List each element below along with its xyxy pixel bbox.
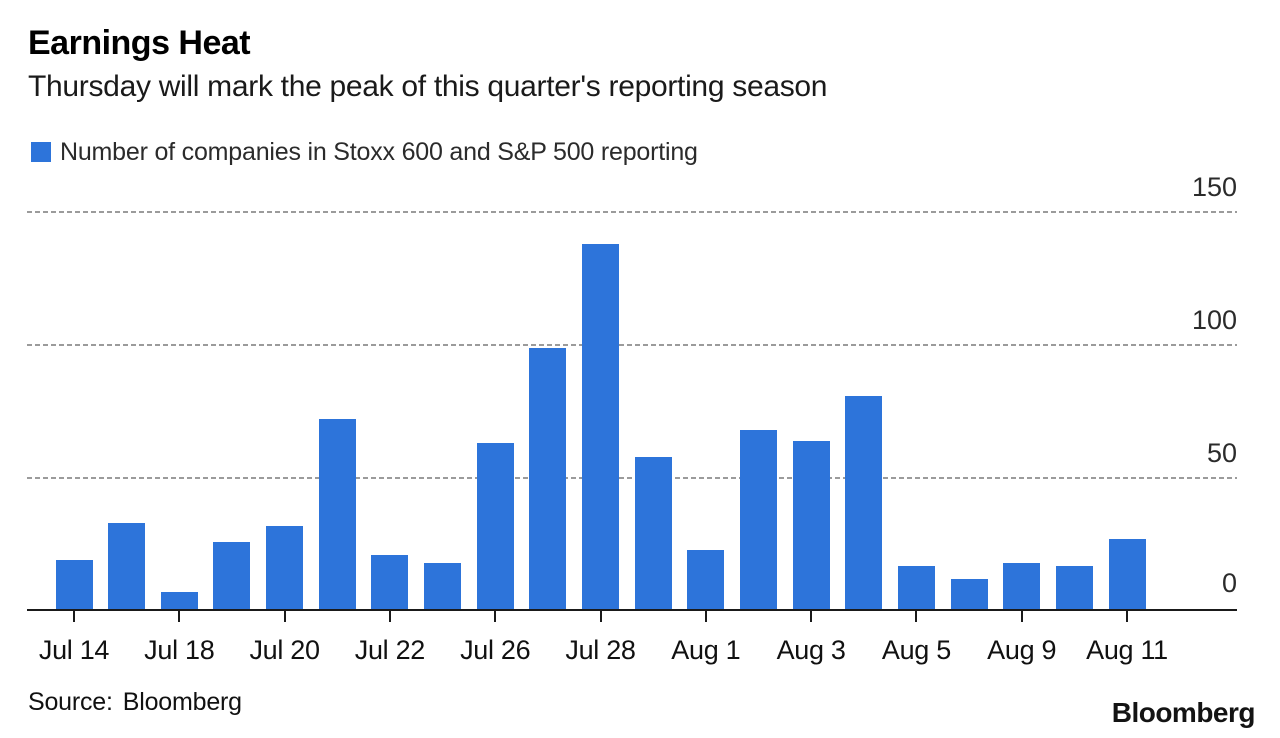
x-axis-line [27, 608, 1237, 611]
bar-aug-8 [950, 579, 988, 611]
x-axis-tick [1020, 611, 1023, 622]
x-axis-tick [73, 611, 75, 622]
bar-jul-20 [266, 525, 304, 611]
gridline-150 [27, 211, 1237, 213]
x-axis-tick [810, 611, 813, 622]
x-axis-tick [1126, 611, 1128, 622]
x-axis-tick [283, 611, 286, 622]
legend-swatch-icon [31, 142, 51, 162]
bar-aug-10 [1055, 565, 1093, 611]
x-axis-label: Jul 18 [144, 635, 215, 665]
x-axis-label: Jul 26 [460, 635, 531, 665]
x-axis-tick [388, 611, 391, 622]
x-axis-label: Aug 9 [987, 635, 1057, 665]
x-axis-tick [915, 611, 918, 622]
gridline-50 [27, 477, 1237, 479]
bar-aug-5 [897, 565, 935, 611]
bar-jul-18 [160, 592, 198, 611]
bar-jul-28 [582, 243, 619, 611]
y-axis-label-0: 0 [1221, 568, 1237, 598]
bar-jul-14 [55, 560, 93, 611]
bar-jul-29 [634, 456, 672, 611]
source-value: Bloomberg [122, 688, 242, 716]
x-axis-tick [704, 611, 707, 622]
bar-aug-11 [1108, 539, 1146, 611]
y-axis-label-100: 100 [1191, 305, 1237, 335]
gridline-100 [27, 344, 1237, 346]
x-axis-tick [494, 611, 497, 622]
x-axis-label: Jul 22 [354, 635, 426, 665]
chart-title: Earnings Heat [28, 24, 251, 62]
bloomberg-logo: Bloomberg [1111, 697, 1256, 728]
bar-jul-27 [529, 347, 567, 611]
bar-aug-4 [845, 395, 883, 611]
plot-area: 0 50 100 150 [27, 174, 1237, 622]
bar-jul-25 [424, 563, 462, 611]
bar-jul-15 [108, 523, 146, 611]
y-axis-label-150: 150 [1191, 172, 1237, 202]
x-axis-label: Jul 20 [249, 635, 320, 665]
y-axis-label-50: 50 [1206, 438, 1237, 468]
bar-aug-9 [1003, 563, 1041, 611]
x-axis-label: Jul 14 [38, 635, 110, 665]
bar-jul-26 [476, 443, 514, 611]
bar-jul-22 [371, 555, 409, 611]
legend-label: Number of companies in Stoxx 600 and S&P… [60, 137, 698, 166]
bar-jul-21 [318, 419, 356, 611]
x-axis-tick [599, 611, 602, 622]
bar-aug-1 [687, 549, 725, 611]
bar-aug-2 [739, 430, 777, 611]
bar-aug-3 [792, 440, 830, 611]
x-axis-tick [178, 611, 181, 622]
legend: Number of companies in Stoxx 600 and S&P… [31, 137, 698, 166]
source-note: Source: Bloomberg [28, 688, 242, 717]
x-axis-label: Aug 3 [776, 635, 846, 665]
x-axis-label: Aug 11 [1086, 635, 1168, 665]
source-label: Source: [28, 688, 113, 716]
chart-subtitle: Thursday will mark the peak of this quar… [28, 70, 828, 103]
x-axis-label: Aug 1 [671, 635, 741, 665]
bar-jul-19 [213, 541, 251, 611]
x-axis-label: Jul 28 [565, 635, 636, 665]
x-axis-label: Aug 5 [881, 635, 951, 665]
